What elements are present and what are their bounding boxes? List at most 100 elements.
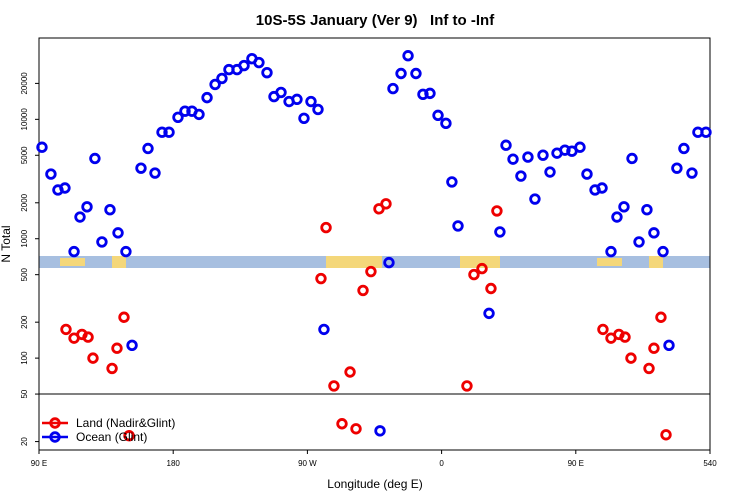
data-point — [193, 108, 205, 121]
data-point — [544, 166, 556, 178]
data-point — [494, 226, 506, 238]
plot-frame — [38, 37, 711, 451]
data-point — [312, 103, 324, 116]
data-point — [417, 88, 429, 101]
data-point — [655, 311, 667, 323]
data-point — [663, 339, 675, 352]
data-point — [238, 59, 250, 72]
data-point — [574, 141, 586, 153]
data-point — [432, 109, 444, 122]
legend-marker — [49, 431, 61, 443]
data-point — [112, 227, 124, 239]
data-point — [111, 342, 123, 354]
data-point — [605, 245, 617, 258]
data-point — [336, 418, 348, 430]
data-point — [686, 167, 698, 179]
x-tick-label: 180 — [167, 459, 181, 468]
data-point — [522, 151, 534, 163]
data-point — [315, 272, 327, 285]
data-point — [618, 201, 630, 213]
legend-label: Land (Nadir&Glint) — [76, 416, 175, 430]
data-point — [59, 182, 71, 194]
data-point — [485, 282, 497, 295]
data-point — [172, 111, 184, 124]
y-tick-label: 20000 — [20, 72, 29, 95]
data-point — [216, 72, 228, 85]
data-point — [380, 198, 392, 210]
data-point — [253, 56, 265, 69]
data-point — [60, 323, 72, 336]
x-tick-label: 90 E — [31, 459, 47, 468]
data-point — [515, 170, 527, 182]
data-point — [537, 149, 549, 161]
x-axis-label: Longitude (deg E) — [327, 477, 422, 491]
data-point — [350, 423, 362, 435]
data-point — [344, 366, 356, 378]
data-point — [320, 221, 332, 234]
data-point — [700, 126, 712, 138]
y-tick-label: 20 — [20, 437, 29, 446]
land-strip — [649, 256, 663, 268]
data-point — [483, 307, 495, 320]
data-point — [261, 66, 273, 79]
y-tick-label: 50 — [20, 389, 29, 398]
data-point — [491, 205, 503, 217]
data-point — [626, 152, 638, 165]
data-point — [74, 211, 86, 223]
data-point — [82, 331, 94, 343]
data-point — [643, 362, 655, 375]
data-point — [328, 380, 340, 392]
data-point — [104, 204, 116, 216]
data-point — [657, 245, 669, 258]
y-axis-label: N Total — [0, 225, 13, 262]
land-strip — [460, 256, 500, 268]
data-point — [596, 182, 608, 194]
data-point — [123, 429, 135, 442]
data-point — [468, 268, 480, 281]
land-strip — [112, 256, 126, 268]
data-point — [357, 284, 369, 297]
y-tick-label: 200 — [20, 315, 29, 329]
x-tick-label: 90 E — [568, 459, 584, 468]
data-point — [179, 105, 191, 117]
data-point — [374, 425, 386, 437]
data-point — [678, 142, 690, 155]
data-point — [597, 323, 609, 336]
data-point — [87, 352, 99, 364]
data-point — [298, 112, 310, 125]
data-point — [96, 236, 108, 248]
data-point — [633, 236, 645, 248]
data-point — [291, 93, 303, 106]
legend-label: Ocean (Glint) — [76, 430, 147, 444]
data-point — [135, 162, 147, 174]
data-point — [126, 339, 138, 352]
data-point — [81, 201, 93, 213]
data-point — [118, 311, 130, 323]
data-point — [625, 352, 637, 364]
data-point — [156, 126, 168, 138]
data-point — [446, 176, 458, 188]
data-point — [318, 323, 330, 336]
data-point — [581, 168, 593, 180]
data-point — [529, 193, 541, 205]
map-strip — [39, 256, 710, 268]
data-point — [641, 204, 653, 216]
data-point — [671, 162, 683, 174]
data-point — [387, 82, 399, 95]
data-point — [201, 91, 213, 104]
data-point — [500, 139, 512, 151]
data-point — [424, 87, 436, 100]
data-point — [507, 153, 519, 165]
x-tick-label: 90 W — [298, 459, 317, 468]
y-tick-label: 1000 — [20, 229, 29, 247]
data-point — [452, 220, 464, 232]
data-point — [383, 256, 395, 269]
data-point — [476, 262, 488, 275]
data-point — [209, 78, 221, 91]
x-tick-label: 0 — [439, 459, 444, 468]
data-point — [305, 95, 317, 108]
data-point — [395, 67, 407, 80]
data-point — [36, 141, 48, 153]
